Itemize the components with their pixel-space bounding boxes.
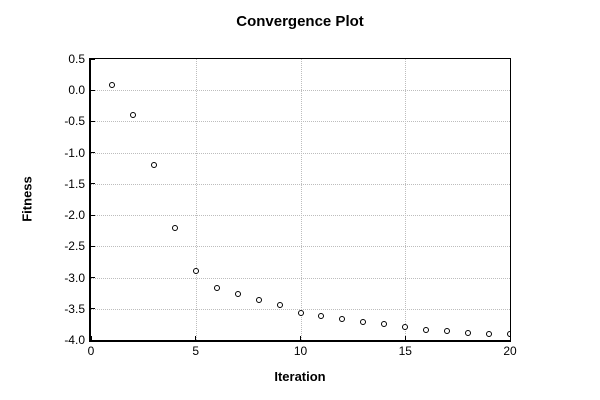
y-tick-label: -0.5: [64, 114, 85, 129]
data-point: [255, 297, 262, 304]
y-tick-label: -3.0: [64, 270, 85, 285]
chart-title: Convergence Plot: [236, 13, 364, 30]
plot-area: [89, 58, 511, 342]
y-tick-mark: [91, 59, 95, 60]
x-tick-mark: [195, 336, 197, 340]
y-tick-label: -3.5: [64, 301, 85, 316]
data-point: [129, 112, 136, 119]
y-tick-mark: [91, 89, 95, 91]
x-tick-label: 15: [398, 344, 412, 358]
y-tick-mark: [91, 277, 95, 279]
data-point: [276, 302, 283, 309]
x-tick-mark: [91, 336, 92, 340]
data-point: [297, 309, 304, 316]
data-point: [381, 321, 388, 328]
v-gridline: [300, 59, 302, 340]
data-point: [360, 318, 367, 325]
x-tick-label: 0: [87, 344, 95, 358]
y-tick-label: -4.0: [64, 333, 85, 347]
data-point: [192, 268, 199, 275]
x-tick-mark: [404, 336, 406, 340]
x-tick-label: 5: [192, 344, 200, 358]
y-axis-label: Fitness: [19, 176, 35, 222]
x-tick-mark: [300, 336, 301, 340]
y-tick-label: -1.0: [64, 145, 85, 160]
data-point: [150, 162, 157, 169]
y-tick-mark: [91, 339, 95, 340]
y-tick-mark: [91, 152, 95, 154]
data-point: [402, 323, 409, 330]
y-tick-mark: [91, 245, 95, 247]
x-tick-label: 10: [293, 344, 308, 358]
y-tick-mark: [91, 183, 95, 185]
y-tick-mark: [91, 120, 95, 122]
y-tick-label: 0.5: [68, 52, 85, 66]
data-point: [507, 330, 510, 337]
data-point: [108, 82, 115, 89]
y-tick-label: -2.0: [64, 208, 85, 223]
data-point: [339, 316, 346, 323]
data-point: [171, 224, 178, 231]
x-axis-label: Iteration: [274, 369, 326, 384]
y-tick-mark: [91, 214, 95, 216]
y-tick-label: 0.0: [68, 83, 85, 98]
data-point: [318, 312, 325, 319]
y-tick-label: -2.5: [64, 239, 85, 254]
x-tick-mark: [509, 336, 510, 340]
data-point: [486, 331, 493, 338]
x-tick-label: 20: [503, 344, 517, 358]
v-gridline: [195, 59, 197, 340]
data-point: [423, 327, 430, 333]
data-point: [465, 330, 472, 337]
y-tick-mark: [91, 308, 95, 310]
data-point: [444, 328, 451, 335]
y-tick-label: -1.5: [64, 176, 85, 191]
data-point: [213, 284, 220, 291]
data-point: [234, 290, 241, 297]
v-gridline: [405, 59, 407, 340]
